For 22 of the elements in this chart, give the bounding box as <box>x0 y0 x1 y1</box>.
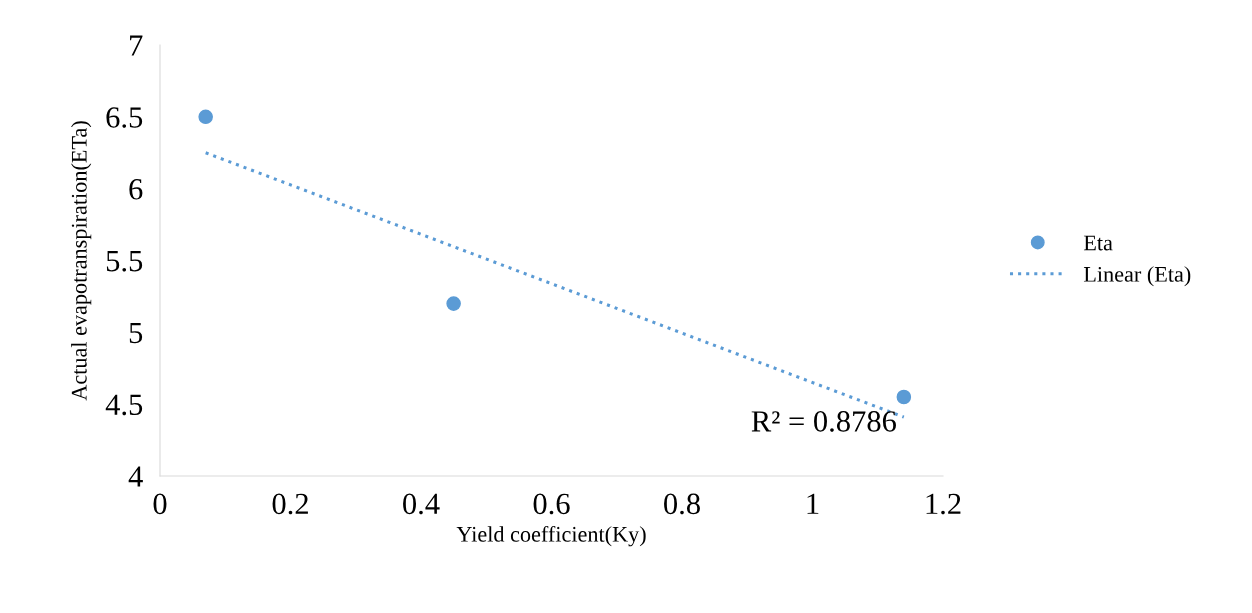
y-tick-label: 4.5 <box>105 394 143 416</box>
y-tick-label: 5.5 <box>106 251 143 272</box>
y-axis-title: Actual evapotranspiration(ETa) <box>71 121 92 401</box>
point <box>446 296 461 311</box>
x-tick-label: 0.6 <box>533 493 570 515</box>
x-tick-label: 0.4 <box>403 493 440 515</box>
point <box>896 389 912 405</box>
annotation: R² = 0.8786 <box>751 411 896 432</box>
x-tick-label: 1.2 <box>926 493 961 515</box>
x-tick-label: 0 <box>153 493 167 515</box>
x-tick-label: 0.2 <box>272 493 308 515</box>
y-tick-label: 4 <box>128 466 143 487</box>
x-axis-title: Yield coefficient(Ky) <box>456 525 646 547</box>
y-tick-label: 6.5 <box>106 107 143 128</box>
y-tick-label: 6 <box>129 179 143 200</box>
x-tick-label: 0.8 <box>664 493 700 515</box>
y-tick-label: 7 <box>130 35 143 56</box>
y-tick-label: 5 <box>129 322 143 344</box>
legend-label: Linear (Eta) <box>1083 266 1191 287</box>
point <box>198 109 213 125</box>
legend-label: Eta <box>1083 235 1113 251</box>
x-tick-label: 1 <box>807 493 819 514</box>
